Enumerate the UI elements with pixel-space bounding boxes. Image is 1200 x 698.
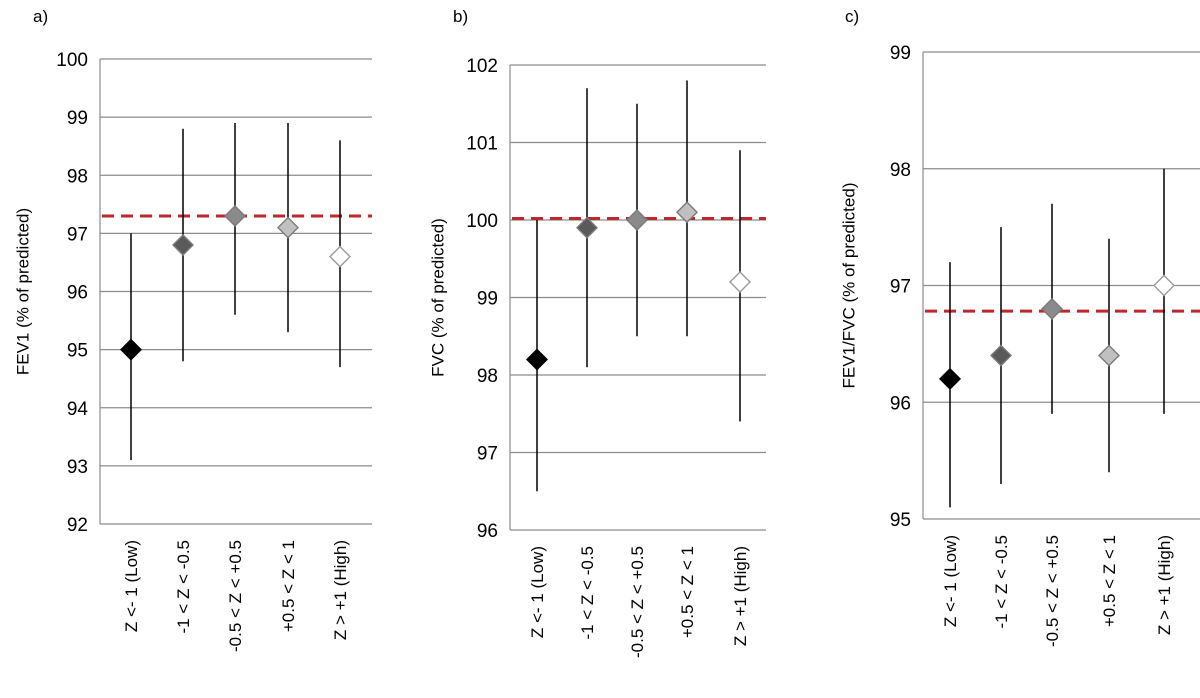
data-point-marker xyxy=(1041,297,1063,320)
y-tick-label: 95 xyxy=(890,510,911,531)
x-category-label: -0.5 < Z < +0.5 xyxy=(226,540,245,652)
y-tick-label: 92 xyxy=(67,515,88,536)
data-point-marker xyxy=(990,344,1012,367)
data-point-marker xyxy=(1098,344,1120,367)
x-category-label: -1 < Z < -0.5 xyxy=(174,540,193,634)
y-tick-label: 95 xyxy=(67,341,88,362)
y-tick-label: 101 xyxy=(466,134,498,155)
y-axis-title: FEV1 (% of predicted) xyxy=(13,208,32,375)
y-tick-label: 102 xyxy=(466,56,498,77)
data-point-marker xyxy=(329,245,351,268)
y-tick-label: 96 xyxy=(890,393,911,414)
y-axis-title: FEV1/FVC (% of predicted) xyxy=(839,183,858,389)
data-point-marker xyxy=(576,216,598,239)
y-tick-label: 97 xyxy=(477,444,498,465)
x-category-label: Z <- 1 (Low) xyxy=(122,540,141,632)
data-point-marker xyxy=(1153,274,1175,297)
data-point-marker xyxy=(526,348,548,371)
y-tick-label: 96 xyxy=(67,283,88,304)
panel-label: b) xyxy=(453,7,468,26)
y-tick-label: 100 xyxy=(466,211,498,232)
y-tick-label: 98 xyxy=(67,166,88,187)
x-category-label: Z <- 1 (Low) xyxy=(941,535,960,627)
x-category-label: Z > +1 (High) xyxy=(331,540,350,640)
data-point-marker xyxy=(729,271,751,293)
y-tick-label: 98 xyxy=(477,366,498,387)
y-tick-label: 98 xyxy=(890,160,911,181)
y-tick-label: 93 xyxy=(67,457,88,478)
data-point-marker xyxy=(277,216,299,239)
y-tick-label: 99 xyxy=(67,108,88,129)
y-tick-label: 96 xyxy=(477,521,498,542)
x-category-label: Z > +1 (High) xyxy=(731,546,750,646)
panel-a: a) 92 93 94 95 96 97 98 99 100 FEV1 (% of predicte… xyxy=(13,7,372,652)
panel-label: c) xyxy=(845,7,859,26)
data-point-marker xyxy=(676,201,698,224)
data-point-marker xyxy=(939,367,961,390)
data-point-marker xyxy=(120,338,142,361)
data-point-marker xyxy=(172,234,194,256)
y-axis-title: FVC (% of predicted) xyxy=(428,218,447,377)
x-category-label: +0.5 < Z < 1 xyxy=(678,546,697,638)
x-category-label: -1 < Z < -0.5 xyxy=(578,546,597,640)
panel-b: b) 96 97 98 99 100 101 102 FVC (% of predicted) Z… xyxy=(428,7,766,658)
x-category-label: Z <- 1 (Low) xyxy=(528,546,547,638)
x-category-label: +0.5 < Z < 1 xyxy=(279,540,298,632)
data-point-marker xyxy=(626,209,648,231)
y-tick-label: 94 xyxy=(67,399,89,420)
panel-label: a) xyxy=(33,7,48,26)
x-category-label: -0.5 < Z < +0.5 xyxy=(1043,535,1062,647)
y-tick-label: 99 xyxy=(477,289,498,310)
x-category-label: +0.5 < Z < 1 xyxy=(1100,535,1119,627)
x-category-label: -0.5 < Z < +0.5 xyxy=(628,546,647,658)
y-tick-label: 99 xyxy=(890,43,911,64)
x-category-label: -1 < Z < -0.5 xyxy=(992,535,1011,629)
panel-c: c) 95 96 97 98 99 FEV1/FVC (% of predicted) Z <… xyxy=(839,7,1200,647)
x-category-label: Z > +1 (High) xyxy=(1155,535,1174,635)
data-point-marker xyxy=(224,204,246,227)
y-tick-label: 100 xyxy=(56,50,88,71)
y-tick-label: 97 xyxy=(890,277,911,298)
y-tick-label: 97 xyxy=(67,224,88,245)
